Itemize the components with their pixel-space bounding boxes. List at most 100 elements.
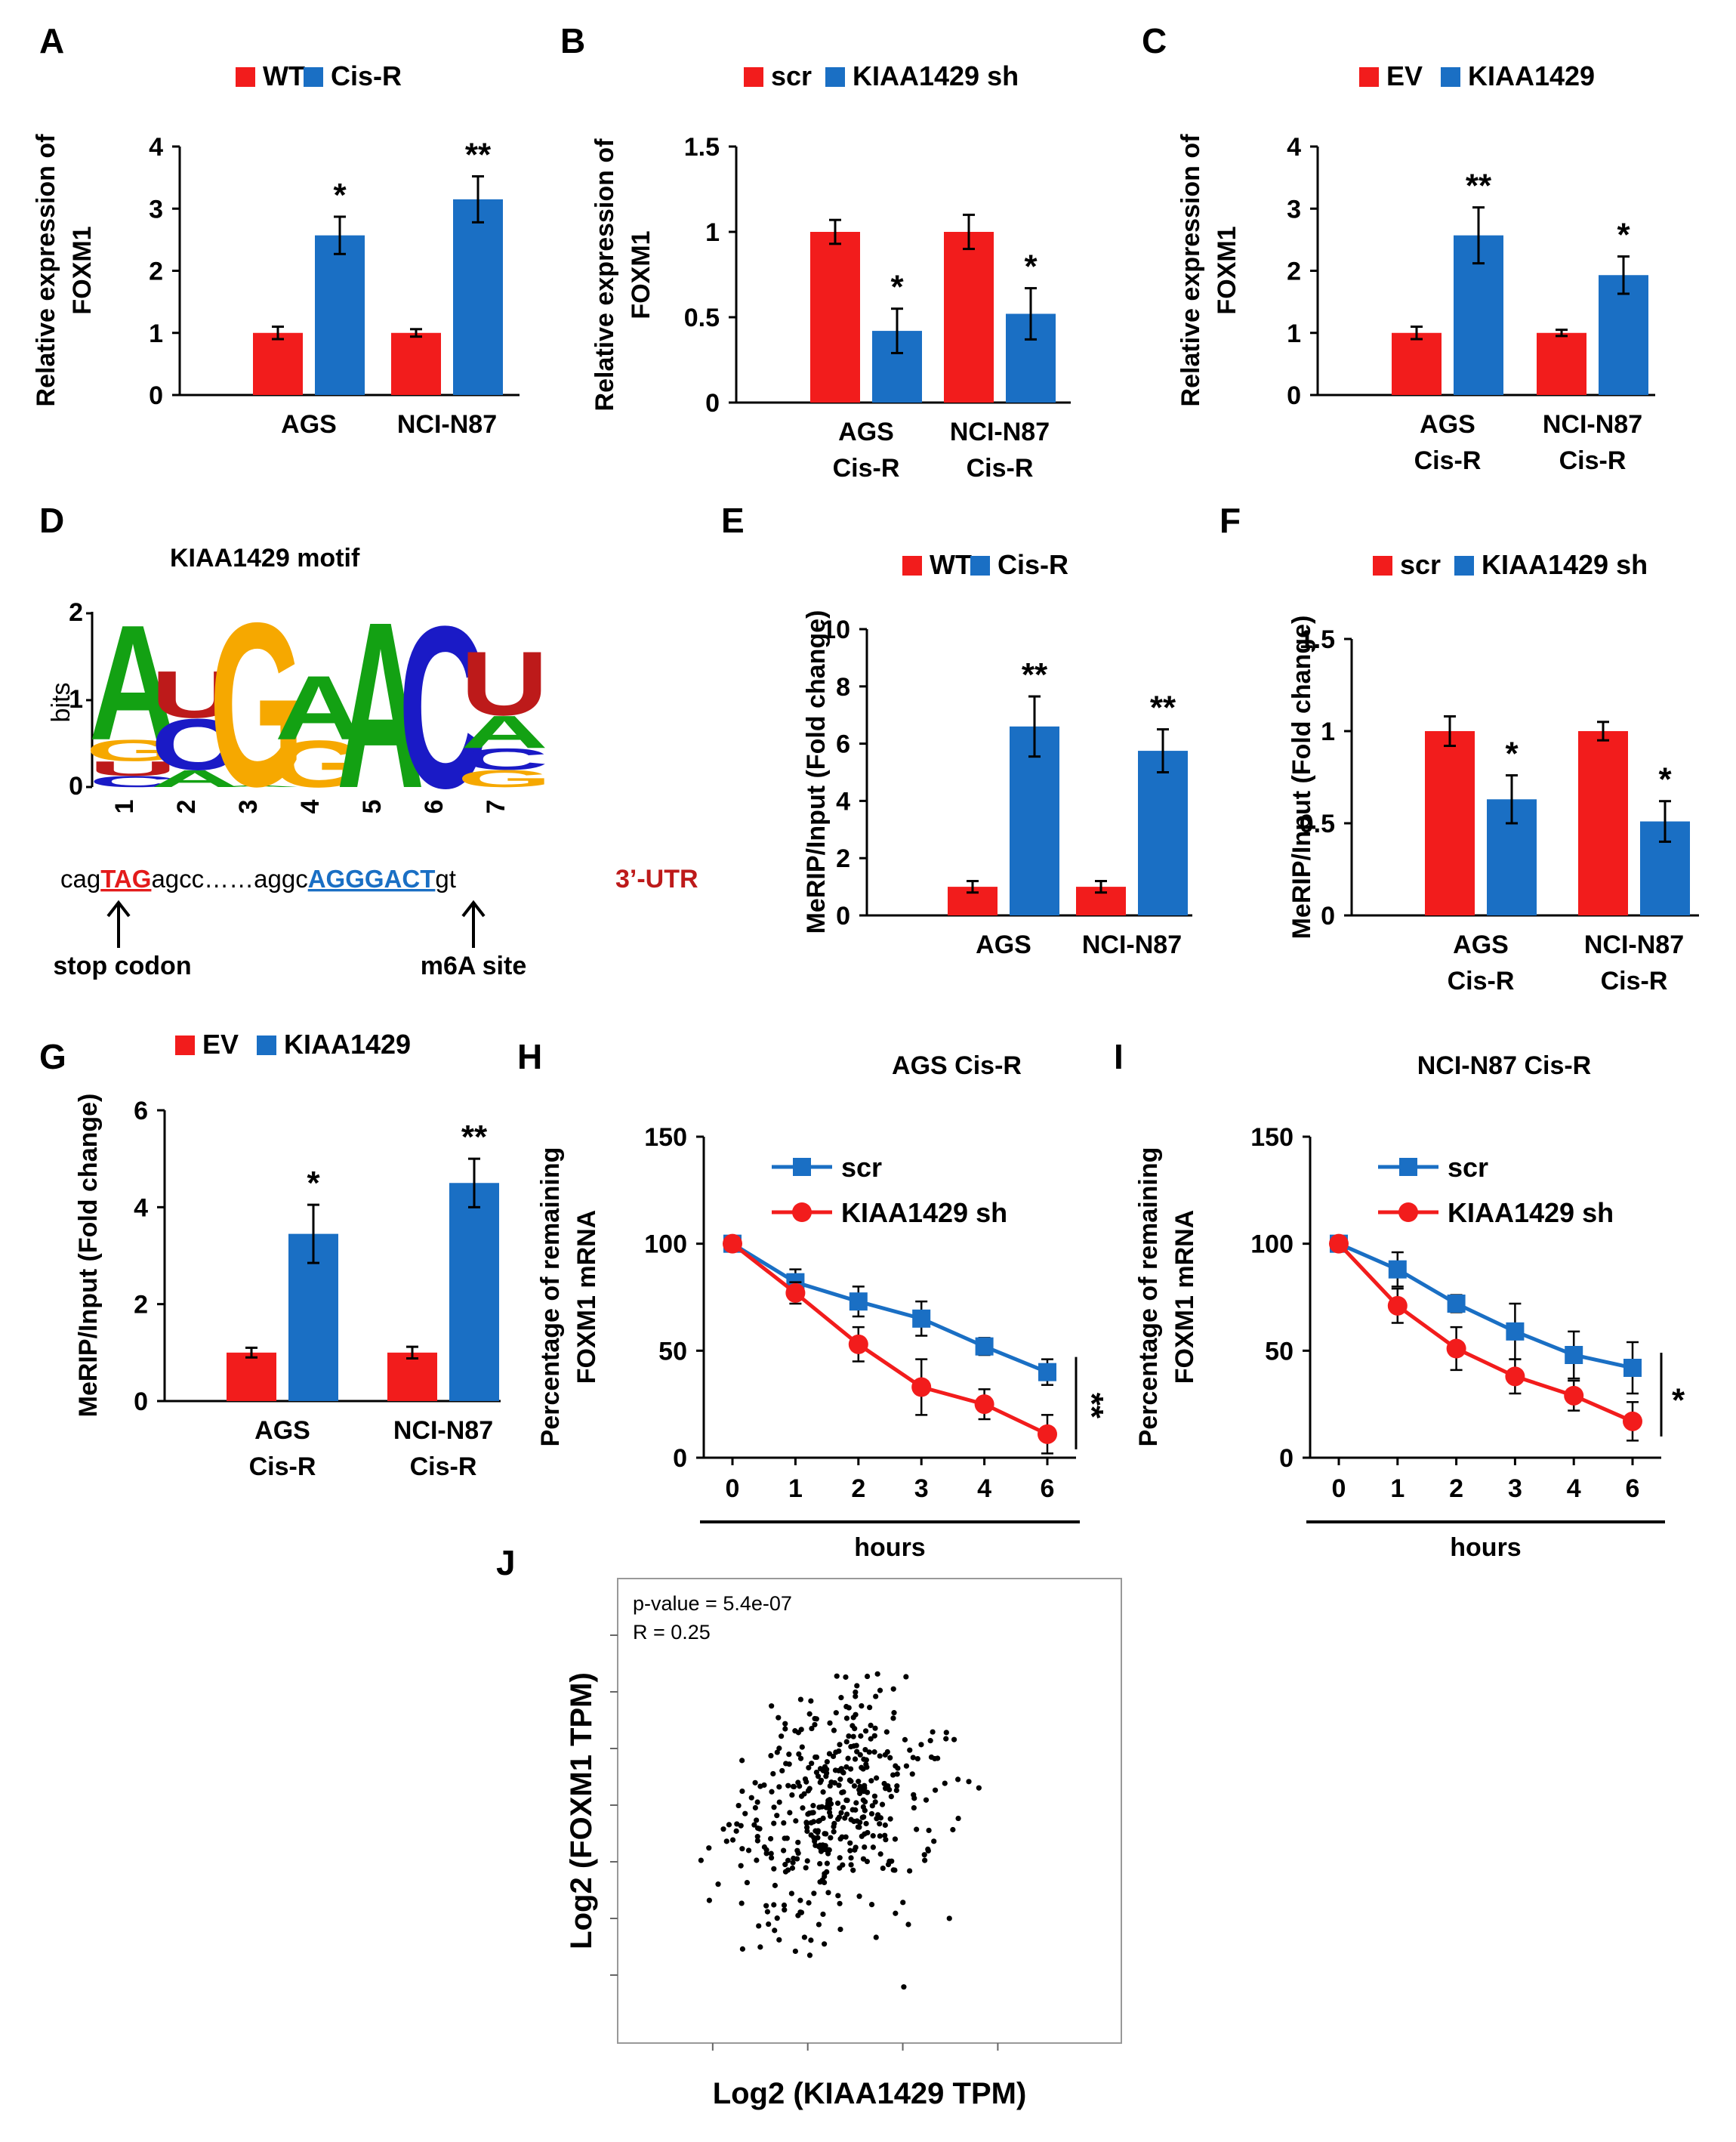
significance-marker: ** <box>1022 656 1048 693</box>
scatter-point <box>891 1710 897 1716</box>
legend-swatch <box>1441 67 1460 87</box>
scatter-point <box>820 1911 826 1918</box>
scatter-point <box>798 1909 805 1915</box>
scatter-point <box>744 1879 751 1886</box>
m6a-site-label: m6A site <box>421 952 526 980</box>
y-tick-label: 150 <box>644 1123 687 1152</box>
data-point <box>1623 1359 1642 1377</box>
scatter-point <box>767 1835 774 1842</box>
category-label: AGS <box>1420 410 1475 439</box>
scatter-point <box>879 1801 886 1807</box>
x-tick-label: 4 <box>977 1474 991 1503</box>
series-line <box>1337 1242 1633 1370</box>
scatter-point <box>918 1742 924 1748</box>
legend-swatch <box>902 556 922 576</box>
legend-label: scr <box>841 1152 882 1183</box>
scatter-point <box>927 1738 933 1744</box>
scatter-point <box>788 1890 794 1897</box>
y-tick-label: 50 <box>658 1337 687 1366</box>
scatter-point <box>857 1819 863 1826</box>
chart-i: NCI-N87 Cis-R Percentage of remaining FOXM… <box>1134 1051 1685 1562</box>
scatter-point <box>808 1698 814 1704</box>
motif-letter-a: A <box>151 765 239 792</box>
scatter-point <box>909 1771 915 1777</box>
scatter-point <box>890 1715 896 1721</box>
data-point <box>912 1309 931 1328</box>
scatter-point <box>843 1703 849 1710</box>
scatter-point <box>808 1832 814 1838</box>
legend-label: scr <box>1448 1152 1488 1183</box>
scatter-point <box>914 1826 920 1832</box>
sequence-line: cagTAGagcc……aggcAGGGACTgt <box>60 865 456 893</box>
scatter-point <box>745 1847 752 1853</box>
scatter-point <box>950 1826 956 1833</box>
motif-logo-panel: KIAA1429 motif 2 1 0 bits CUGAACUAGGAACG… <box>47 544 552 838</box>
scatter-point <box>877 1821 883 1827</box>
scatter-point <box>873 1934 879 1940</box>
y-tick-label: 2 <box>1287 258 1301 286</box>
legend-swatch <box>970 556 990 576</box>
sequence-prefix: cag <box>60 865 100 893</box>
scatter-point <box>817 1766 824 1772</box>
scatter-point <box>739 1946 745 1952</box>
legend-marker <box>792 1202 812 1222</box>
scatter-point <box>822 1764 828 1770</box>
scatter-point <box>887 1858 893 1864</box>
scatter-point <box>795 1850 801 1857</box>
legend-swatch <box>304 67 323 87</box>
legend-label: KIAA1429 sh <box>1482 549 1648 580</box>
scatter-point <box>782 1862 788 1868</box>
scatter-point <box>754 1857 760 1863</box>
significance-marker: * <box>890 269 904 306</box>
scatter-point <box>946 1915 952 1921</box>
scatter-point <box>942 1780 948 1786</box>
scatter-point <box>887 1786 893 1793</box>
sequence-suffix: gt <box>435 865 456 893</box>
scatter-point <box>838 1810 844 1816</box>
bar <box>315 235 365 395</box>
scatter-point <box>846 1777 853 1783</box>
y-tick-label: 150 <box>1250 1123 1294 1152</box>
scatter-point <box>803 1865 809 1871</box>
scatter-point <box>793 1818 799 1824</box>
y-axis-label-line2: FOXM1 mRNA <box>572 1210 601 1384</box>
scatter-point <box>932 1787 939 1793</box>
data-point <box>848 1334 868 1354</box>
scatter-point <box>831 1779 837 1786</box>
motif-letter-a: A <box>275 657 362 759</box>
y-tick-label: 0 <box>836 902 850 931</box>
scatter-point <box>835 1893 841 1899</box>
y-axis-label: Relative expression of <box>1176 134 1205 407</box>
scatter-point <box>813 1754 820 1761</box>
scatter-point <box>720 1826 726 1832</box>
scatter-point <box>887 1816 893 1822</box>
x-tick-label: 2 <box>851 1474 865 1503</box>
scatter-point <box>757 1944 763 1950</box>
scatter-point <box>849 1723 856 1729</box>
scatter-point <box>943 1736 949 1742</box>
scatter-point <box>826 1847 832 1853</box>
scatter-point <box>865 1829 871 1836</box>
scatter-point <box>872 1799 878 1805</box>
scatter-point <box>856 1894 862 1900</box>
scatter-point <box>928 1754 935 1761</box>
scatter-point <box>836 1782 842 1789</box>
scatter-point <box>864 1789 871 1795</box>
scatter-point <box>850 1733 856 1739</box>
scatter-point <box>796 1751 802 1757</box>
data-point <box>1506 1322 1525 1341</box>
category-label: NCI-N87 <box>1584 931 1684 959</box>
scatter-point <box>852 1756 859 1762</box>
scatter-point <box>735 1802 742 1809</box>
scatter-point <box>706 1897 712 1903</box>
chart-h: AGS Cis-R Percentage of remaining FOXM1 mR… <box>536 1051 1110 1562</box>
y-axis-label: Relative expression of <box>590 138 619 412</box>
scatter-point <box>853 1711 859 1718</box>
y-tick-label: 8 <box>836 673 850 702</box>
legend-swatch <box>744 67 763 87</box>
scatter-point <box>931 1838 937 1844</box>
scatter-point <box>739 1846 745 1852</box>
chart-e: MeRIP/Input (Fold change) 0 2 4 6 8 10 WT Cis-R *… <box>802 549 1192 959</box>
legend-swatch <box>825 67 845 87</box>
chart-title: AGS Cis-R <box>892 1051 1022 1080</box>
